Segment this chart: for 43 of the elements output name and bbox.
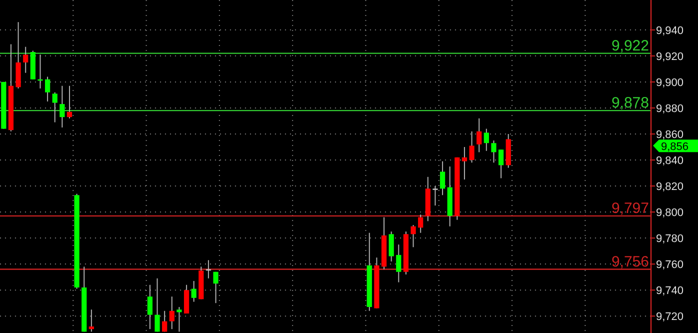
- y-tick-label: 9,800: [656, 206, 684, 219]
- candlestick: [462, 146, 468, 180]
- y-tick-label: 9,820: [656, 180, 684, 193]
- y-tick-label: 9,880: [656, 102, 684, 115]
- y-tick-label: 9,780: [656, 232, 684, 245]
- candlestick: [484, 128, 489, 152]
- candlestick: [476, 118, 482, 153]
- candlestick: [410, 224, 416, 248]
- ref-line-label: 9,797: [611, 200, 649, 217]
- candlestick: [44, 76, 50, 102]
- candlestick: [440, 160, 446, 196]
- candlestick: [396, 244, 402, 283]
- y-tick-label: 9,940: [656, 24, 684, 37]
- candlestick: [60, 85, 65, 128]
- candlestick: [23, 46, 28, 74]
- ref-line-label: 9,756: [611, 253, 649, 270]
- ref-line-label: 9,922: [611, 37, 649, 54]
- candlestick: [213, 271, 218, 304]
- candlestick: [432, 186, 438, 206]
- y-tick-label: 9,720: [656, 310, 684, 323]
- candlestick: [176, 306, 182, 332]
- y-tick-label: 9,740: [656, 284, 684, 297]
- y-tick-label: 9,900: [656, 76, 684, 89]
- candlestick: [88, 309, 94, 332]
- candlestick: [388, 231, 394, 262]
- candlestick: [184, 284, 190, 314]
- candlestick: [147, 284, 153, 330]
- candlestick: [469, 130, 474, 164]
- candlestick: [66, 85, 72, 119]
- ref-line-label: 9,878: [611, 94, 649, 112]
- candlestick: [498, 149, 504, 179]
- candlestick: [162, 310, 168, 332]
- y-tick-label: 9,840: [656, 154, 684, 167]
- candlestick: [418, 214, 424, 234]
- candlestick: [491, 140, 496, 164]
- candlestick: [191, 280, 196, 302]
- candlestick: [154, 278, 160, 332]
- candlestick: [52, 92, 58, 123]
- candlestick: [169, 296, 174, 330]
- y-tick-label: 9,920: [656, 50, 684, 63]
- text: 9,856: [661, 141, 689, 154]
- y-tick-label: 9,760: [656, 258, 684, 271]
- y-tick-label: 9,860: [656, 128, 684, 141]
